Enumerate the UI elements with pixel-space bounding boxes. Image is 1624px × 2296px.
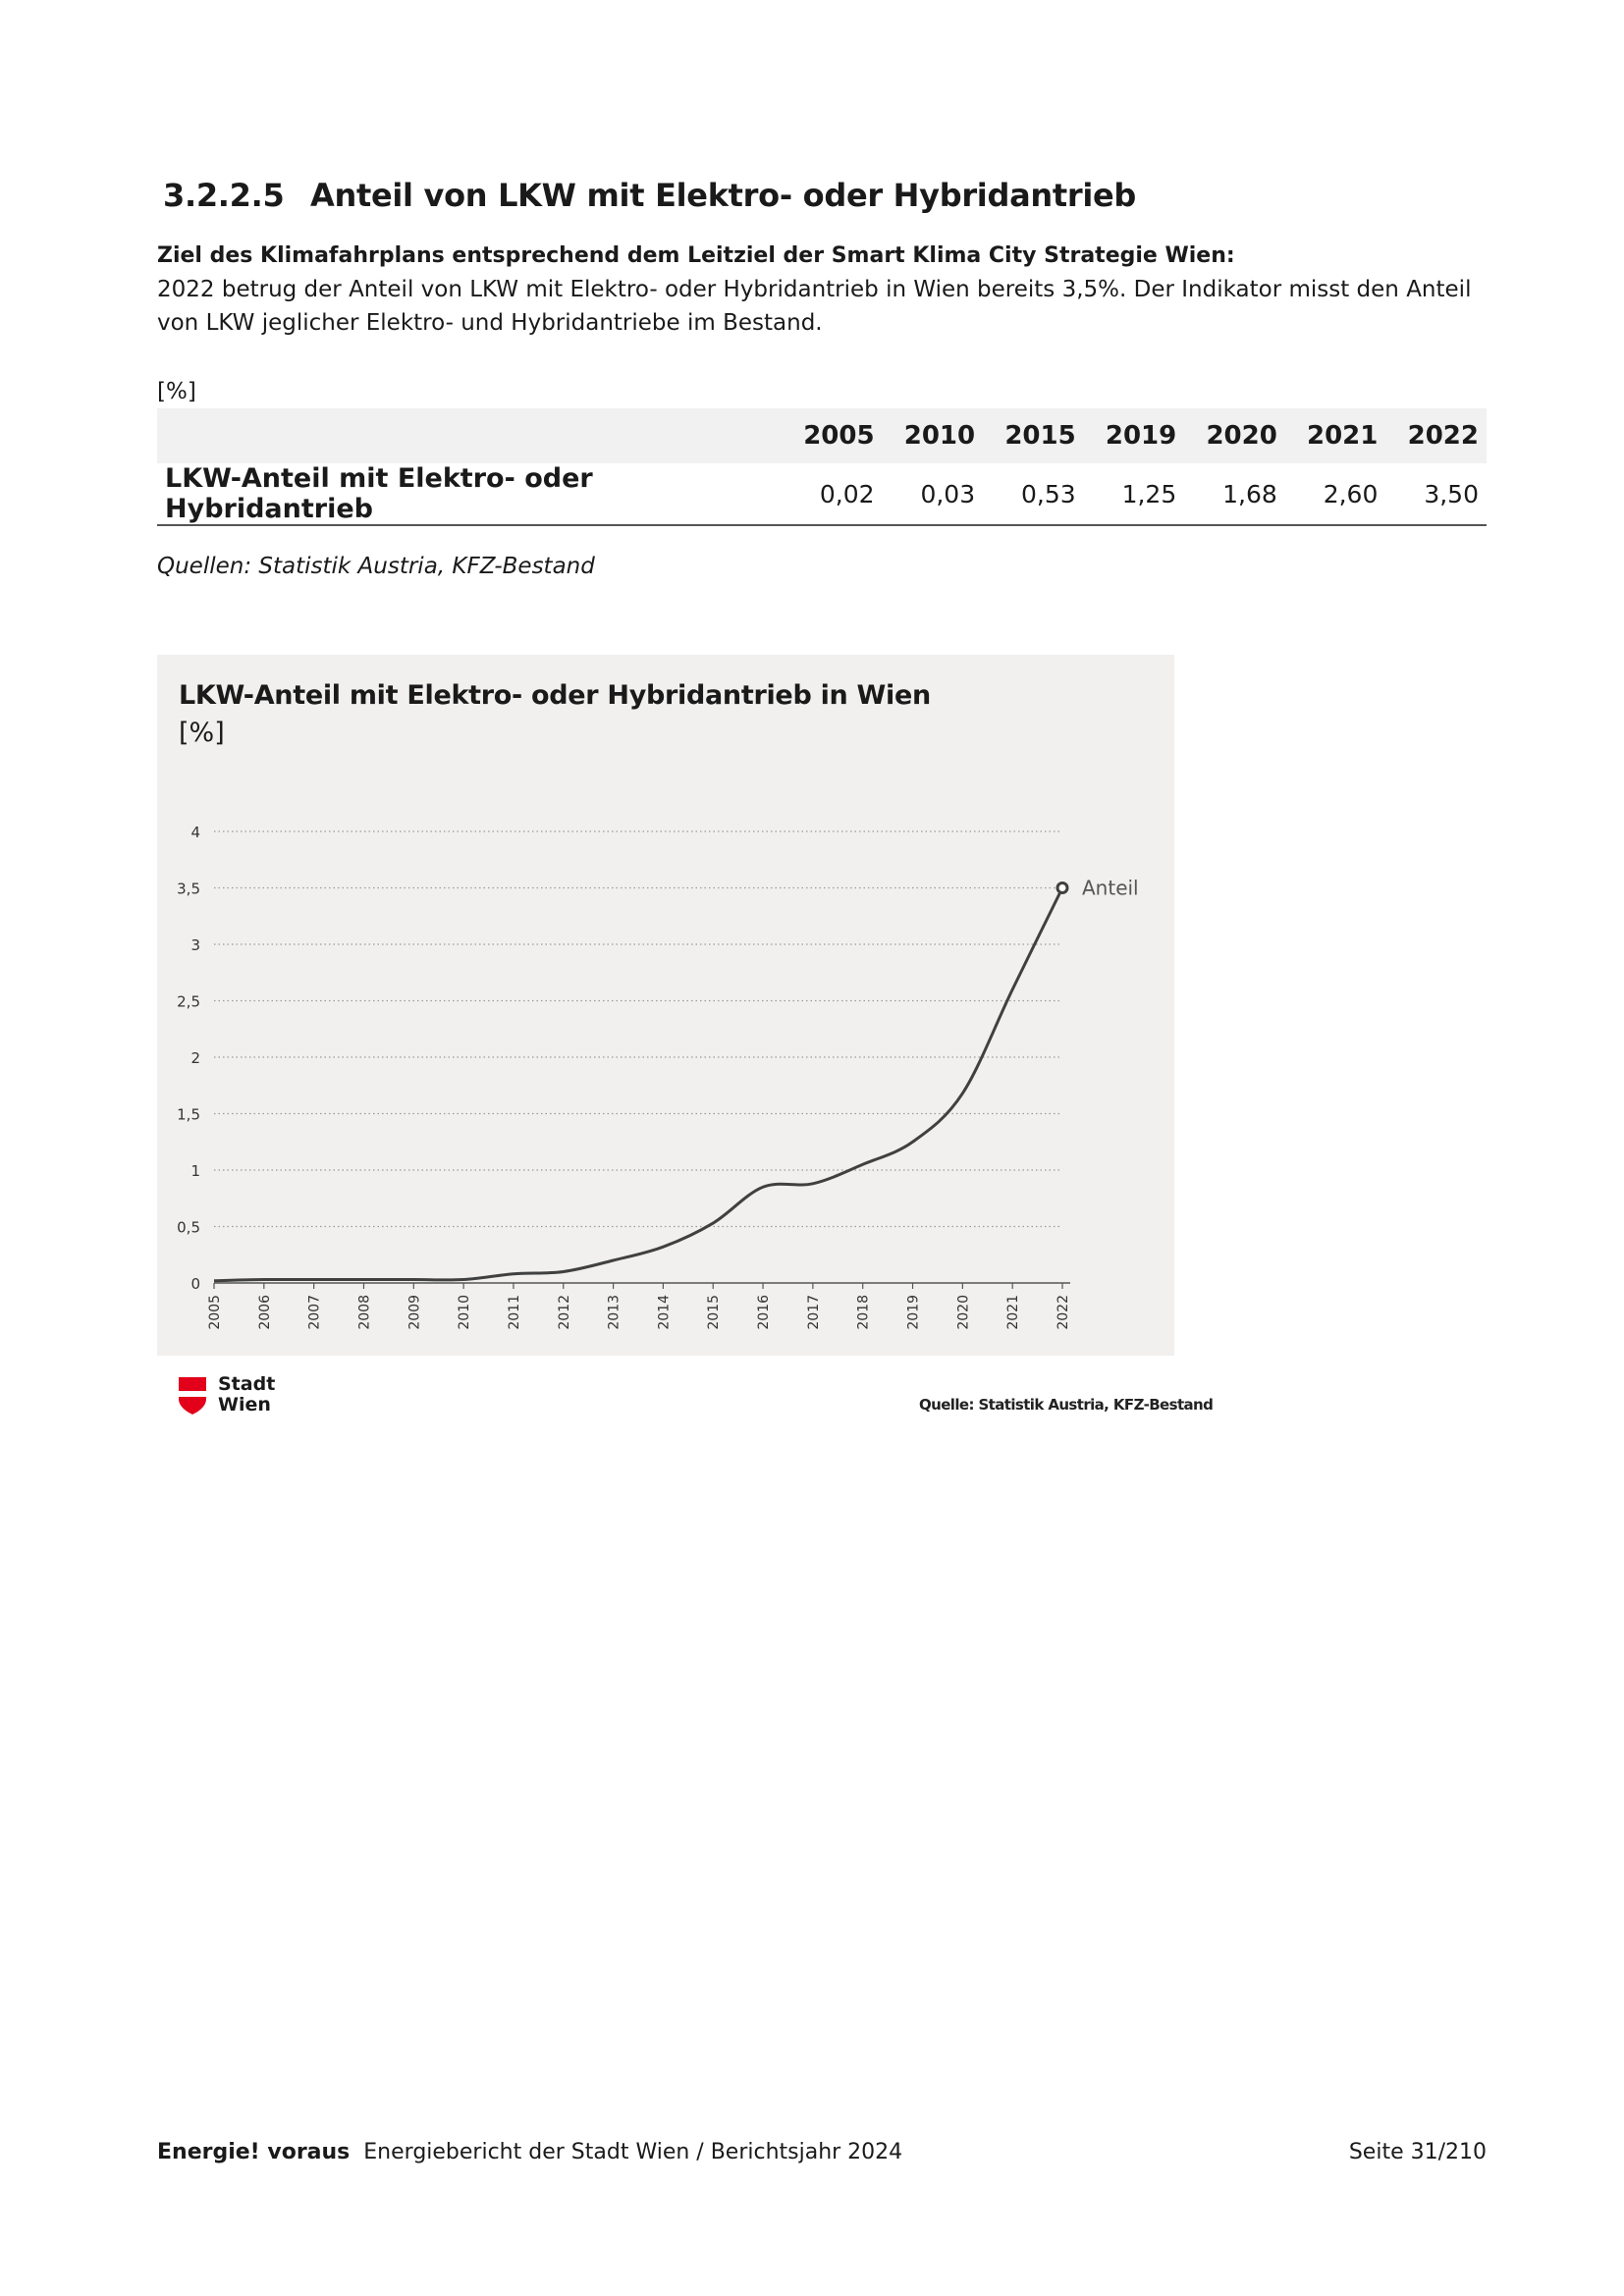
table-header-year: 2015 xyxy=(983,408,1084,463)
data-table: 2005 2010 2015 2019 2020 2021 2022 LKW-A… xyxy=(157,408,1487,526)
x-tick-label: 2008 xyxy=(356,1295,372,1330)
x-tick-label: 2012 xyxy=(557,1295,572,1330)
x-tick-label: 2016 xyxy=(756,1295,772,1330)
y-tick-label: 4 xyxy=(190,824,200,841)
table-unit: [%] xyxy=(157,379,196,404)
y-tick-label: 3 xyxy=(190,936,200,954)
x-tick-label: 2021 xyxy=(1005,1295,1021,1330)
chart-title: LKW-Anteil mit Elektro- oder Hybridantri… xyxy=(179,680,931,711)
y-tick-label: 0,5 xyxy=(177,1219,200,1237)
series-line-anteil xyxy=(213,886,1064,1283)
footer-brand: Energie! voraus xyxy=(157,2140,351,2164)
x-tick-label: 2020 xyxy=(955,1295,971,1330)
x-tick-label: 2011 xyxy=(507,1295,522,1330)
x-tick-label: 2018 xyxy=(856,1295,872,1330)
y-tick-label: 2,5 xyxy=(177,993,200,1011)
section-number: 3.2.2.5 xyxy=(163,177,285,214)
wien-flag-icon xyxy=(179,1377,206,1415)
x-tick-label: 2005 xyxy=(207,1295,223,1330)
section-heading: 3.2.2.5 Anteil von LKW mit Elektro- oder … xyxy=(163,177,1136,214)
y-tick-label: 0 xyxy=(190,1275,200,1293)
table-header-empty xyxy=(157,408,782,463)
table-cell: 0,02 xyxy=(782,463,883,526)
stadt-wien-logo: Stadt Wien xyxy=(179,1374,287,1421)
footer-left: Energie! voraus Energiebericht der Stadt… xyxy=(157,2140,902,2164)
x-tick-label: 2019 xyxy=(906,1295,922,1330)
series-label: Anteil xyxy=(1082,877,1139,900)
x-tick-label: 2006 xyxy=(257,1295,273,1330)
table-cell: 0,53 xyxy=(983,463,1084,526)
logo-text: Stadt Wien xyxy=(218,1374,275,1415)
goal-label: Ziel des Klimafahrplans entsprechend dem… xyxy=(157,243,1235,268)
table-header-year: 2020 xyxy=(1184,408,1285,463)
section-title: Anteil von LKW mit Elektro- oder Hybrida… xyxy=(310,177,1137,214)
logo-line-2: Wien xyxy=(218,1394,271,1415)
table-cell: 2,60 xyxy=(1284,463,1386,526)
x-tick-label: 2017 xyxy=(806,1295,822,1330)
table-header-year: 2005 xyxy=(782,408,883,463)
chart-unit: [%] xyxy=(179,718,225,748)
table-header-year: 2022 xyxy=(1385,408,1487,463)
table-header-year: 2010 xyxy=(882,408,984,463)
page-number: Seite 31/210 xyxy=(1348,2140,1487,2164)
footer-text: Energiebericht der Stadt Wien / Berichts… xyxy=(363,2140,903,2164)
chart-source: Quelle: Statistik Austria, KFZ-Bestand xyxy=(919,1396,1214,1414)
table-header-year: 2021 xyxy=(1284,408,1386,463)
x-tick-label: 2010 xyxy=(457,1295,472,1330)
table-cell: 3,50 xyxy=(1385,463,1487,526)
x-tick-label: 2009 xyxy=(406,1295,422,1330)
table-header-row: 2005 2010 2015 2019 2020 2021 2022 xyxy=(157,408,1487,463)
table-row: LKW-Anteil mit Elektro- oder Hybridantri… xyxy=(157,463,1487,526)
line-chart: 0 0,5 1 1,5 2 2,5 3 3,5 4 2005 2006 2007 2008 2009 201… xyxy=(177,824,1139,1330)
x-tick-label: 2015 xyxy=(706,1295,722,1330)
table-sources: Quellen: Statistik Austria, KFZ-Bestand xyxy=(157,554,595,579)
x-tick-label: 2014 xyxy=(656,1295,672,1330)
y-tick-label: 2 xyxy=(190,1049,200,1067)
y-tick-label: 3,5 xyxy=(177,881,200,898)
logo-line-1: Stadt xyxy=(218,1373,276,1395)
table-cell: 1,68 xyxy=(1184,463,1285,526)
chart-container: LKW-Anteil mit Elektro- oder Hybridantri… xyxy=(157,655,1174,1356)
table-row-label: LKW-Anteil mit Elektro- oder Hybridantri… xyxy=(157,463,782,526)
table-cell: 1,25 xyxy=(1083,463,1185,526)
x-tick-label: 2022 xyxy=(1056,1295,1071,1330)
table-header-year: 2019 xyxy=(1083,408,1185,463)
y-tick-label: 1 xyxy=(190,1162,200,1180)
x-tick-label: 2007 xyxy=(307,1295,323,1330)
table-cell: 0,03 xyxy=(882,463,984,526)
goal-text: 2022 betrug der Anteil von LKW mit Elekt… xyxy=(157,277,1472,336)
series-end-point xyxy=(1056,881,1069,894)
y-tick-label: 1,5 xyxy=(177,1106,200,1124)
x-tick-label: 2013 xyxy=(607,1295,623,1330)
